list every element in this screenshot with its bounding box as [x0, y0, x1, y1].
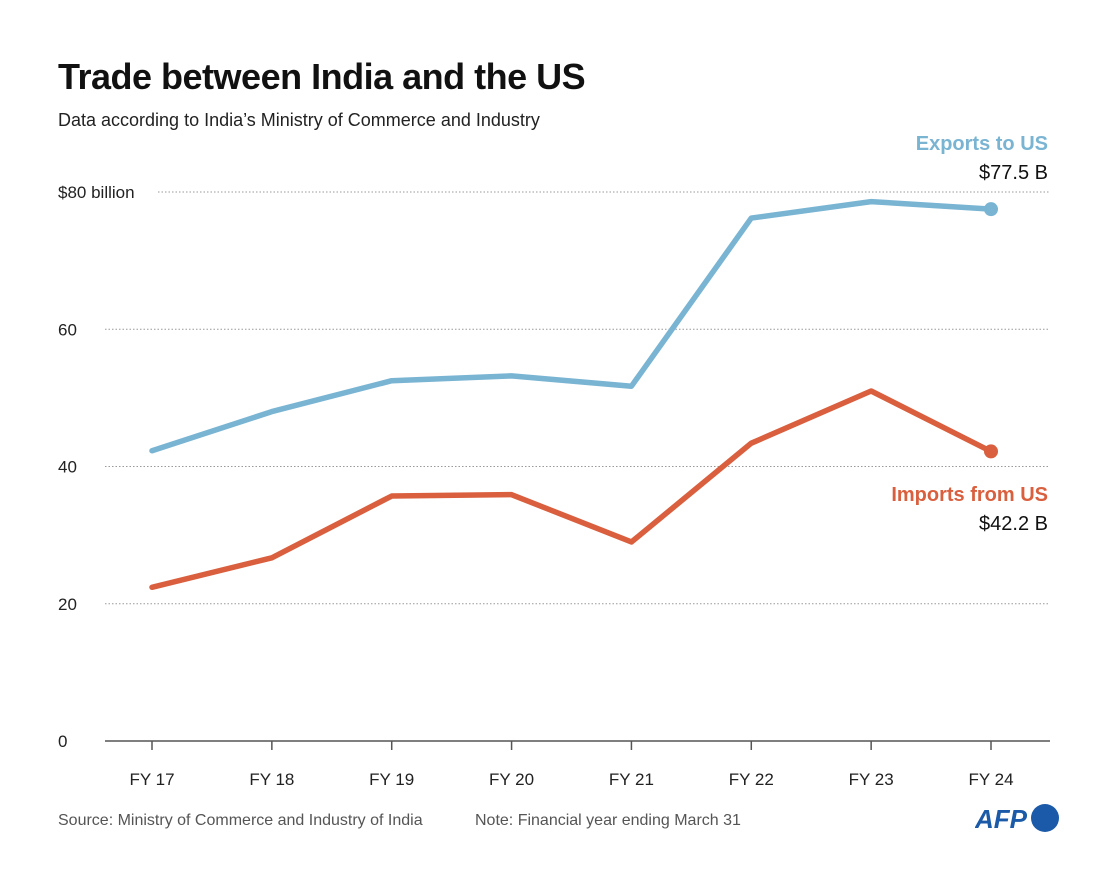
series-line-exports	[149, 198, 994, 454]
y-tick-label: 0	[58, 732, 67, 751]
x-tick-label: FY 19	[369, 770, 414, 789]
afp-logo: AFP	[975, 804, 1059, 834]
x-tick-label: FY 23	[849, 770, 894, 789]
chart-title: Trade between India and the US	[58, 56, 586, 97]
series-label: Imports from US	[891, 484, 1048, 506]
x-tick-label: FY 21	[609, 770, 654, 789]
x-tick-label: FY 20	[489, 770, 534, 789]
x-tick-label: FY 17	[129, 770, 174, 789]
x-tick-label: FY 22	[729, 770, 774, 789]
end-value-label: $42.2 B	[979, 513, 1048, 535]
svg-text:AFP: AFP	[975, 804, 1028, 834]
series-line-imports	[149, 388, 994, 591]
data-point	[984, 202, 998, 217]
end-value-label: $77.5 B	[979, 162, 1048, 184]
data-point	[984, 444, 998, 459]
y-tick-label: 60	[58, 320, 77, 339]
x-tick-label: FY 18	[249, 770, 294, 789]
y-tick-label: 20	[58, 595, 77, 614]
series-label: Exports to US	[916, 133, 1048, 155]
footnote: Note: Financial year ending March 31	[475, 812, 741, 829]
y-tick-label: 40	[58, 458, 77, 477]
y-tick-label: $80 billion	[58, 183, 135, 202]
source-note: Source: Ministry of Commerce and Industr…	[58, 812, 423, 829]
chart-subtitle: Data according to India’s Ministry of Co…	[58, 110, 540, 130]
x-tick-label: FY 24	[968, 770, 1013, 789]
